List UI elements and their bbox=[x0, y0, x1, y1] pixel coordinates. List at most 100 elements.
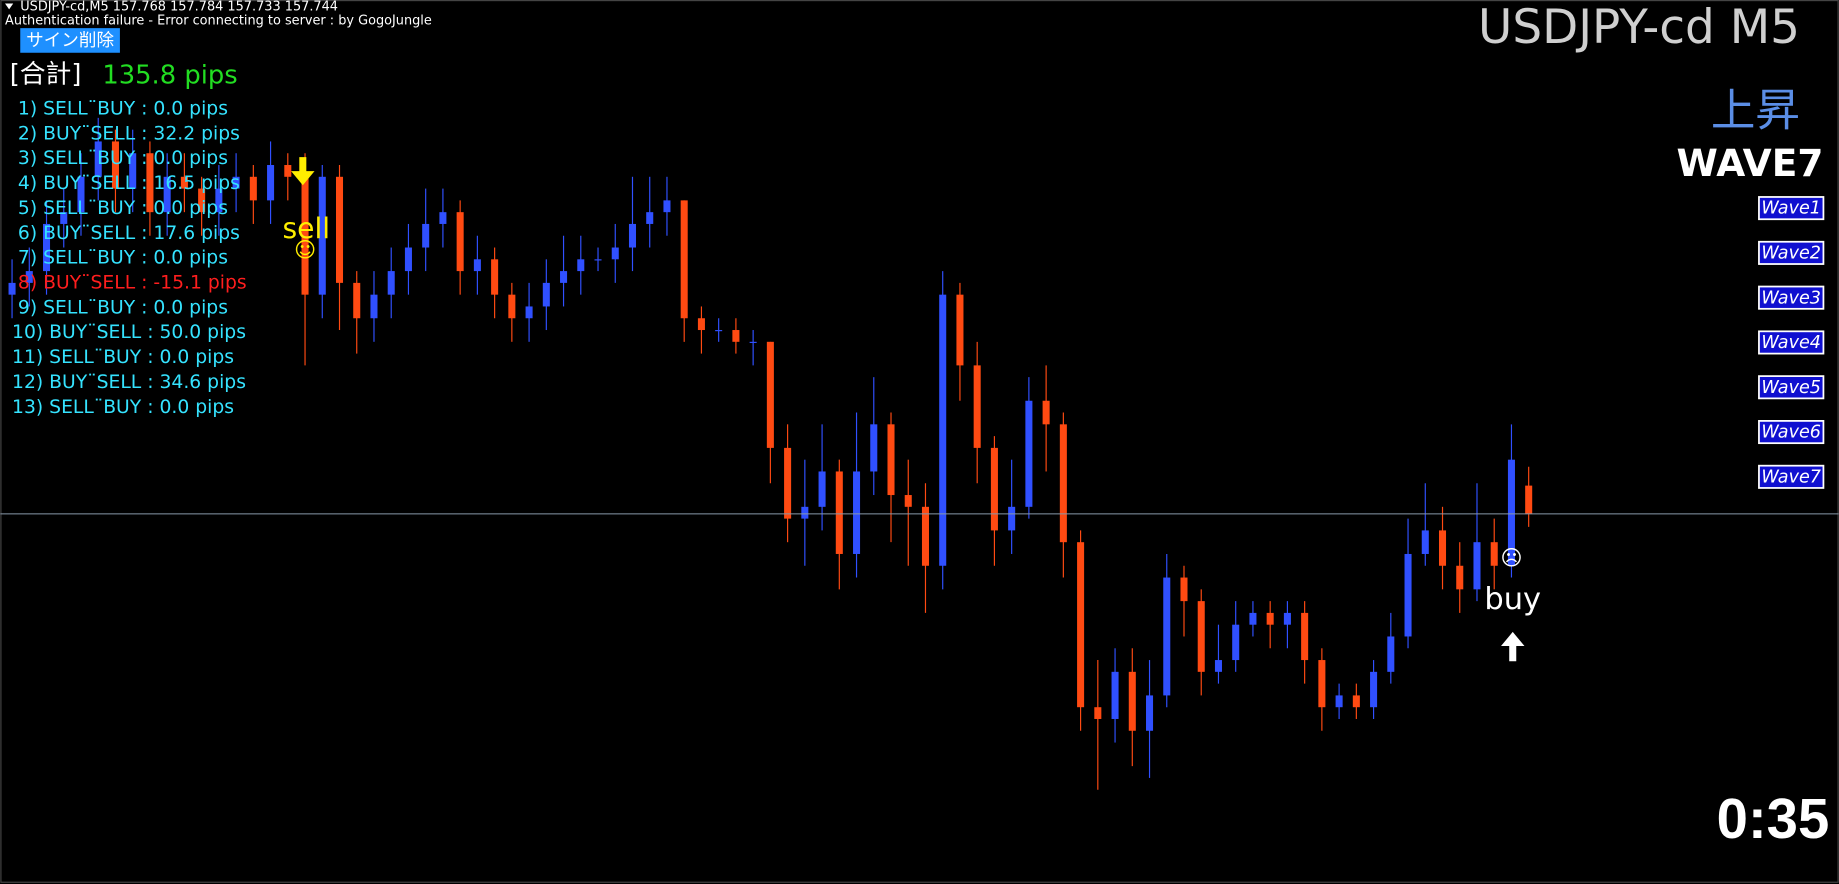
candle-body bbox=[1490, 542, 1498, 566]
sell-label: sell bbox=[283, 212, 331, 245]
candle-body bbox=[1370, 671, 1378, 708]
candles bbox=[0, 117, 1839, 790]
candle-body bbox=[904, 495, 912, 507]
candle-body bbox=[1283, 612, 1291, 625]
trade-entry: 13) SELL¨BUY : 0.0 pips bbox=[12, 397, 234, 418]
candle-body bbox=[542, 282, 550, 307]
wave-button-label[interactable]: Wave1 bbox=[1761, 199, 1821, 219]
candle-body bbox=[956, 294, 964, 366]
trade-entry: 11) SELL¨BUY : 0.0 pips bbox=[12, 347, 234, 368]
trade-entry: 10) BUY¨SELL : 50.0 pips bbox=[12, 322, 246, 343]
candle-body bbox=[198, 188, 206, 213]
wave-button-label[interactable]: Wave3 bbox=[1761, 288, 1821, 308]
header-status: Authentication failure - Error connectin… bbox=[5, 14, 432, 29]
wave-button[interactable] bbox=[1758, 375, 1825, 400]
wave-button-label[interactable]: Wave2 bbox=[1761, 243, 1821, 263]
candle-body bbox=[284, 165, 292, 177]
sell-arrow bbox=[291, 157, 315, 186]
candle-body bbox=[1094, 707, 1102, 719]
candle-body bbox=[1232, 624, 1240, 661]
panel-title: USDJPY-cd M5 bbox=[1478, 0, 1800, 55]
wave-label: WAVE7 bbox=[1677, 141, 1824, 185]
delete-sign-button[interactable] bbox=[20, 28, 120, 53]
collapse-icon bbox=[5, 3, 14, 10]
candle-body bbox=[1180, 577, 1188, 602]
candle-body bbox=[43, 223, 51, 272]
candle-body bbox=[697, 318, 705, 331]
candle-body bbox=[766, 341, 774, 448]
candle-body bbox=[887, 424, 895, 496]
wave-button[interactable] bbox=[1758, 285, 1825, 310]
candle-body bbox=[1404, 553, 1412, 637]
candle-body bbox=[525, 306, 533, 319]
candle-body bbox=[1507, 459, 1515, 566]
candle-body bbox=[990, 447, 998, 531]
trade-entry: 7) SELL¨BUY : 0.0 pips bbox=[18, 248, 228, 269]
candle-body bbox=[973, 365, 981, 448]
candle-body bbox=[439, 212, 447, 224]
candle-body bbox=[1249, 612, 1257, 625]
candle-body bbox=[335, 176, 344, 283]
trade-entry: 9) SELL¨BUY : 0.0 pips bbox=[18, 297, 228, 318]
candle-body bbox=[1146, 695, 1154, 731]
candle-body bbox=[232, 176, 240, 189]
wave-button-label[interactable]: Wave4 bbox=[1761, 333, 1821, 353]
total-label: [合計] bbox=[10, 60, 82, 90]
trade-list: 1) SELL¨BUY : 0.0 pips 2) BUY¨SELL : 32.2… bbox=[12, 99, 247, 418]
candle-body bbox=[1421, 530, 1429, 554]
candle-body bbox=[249, 176, 257, 201]
candle-body bbox=[1025, 400, 1033, 507]
delete-sign-label[interactable]: サイン削除 bbox=[26, 31, 114, 51]
candle-body bbox=[1042, 400, 1050, 425]
candle-body bbox=[1008, 506, 1016, 531]
candle-body bbox=[853, 471, 861, 554]
candle-body bbox=[1214, 660, 1222, 672]
candle-body bbox=[318, 176, 326, 295]
candle-body bbox=[370, 294, 378, 319]
trade-entry: 1) SELL¨BUY : 0.0 pips bbox=[18, 99, 228, 120]
timer: 0:35 bbox=[1717, 787, 1830, 850]
candle-body bbox=[628, 223, 637, 248]
candle-body bbox=[1318, 660, 1326, 708]
candle-body bbox=[387, 271, 395, 295]
candle-body bbox=[60, 212, 68, 224]
candle-body bbox=[577, 259, 585, 272]
wave-button-label[interactable]: Wave6 bbox=[1761, 423, 1821, 443]
candle-body bbox=[353, 282, 361, 319]
candle-body bbox=[801, 506, 809, 519]
candle-body bbox=[1456, 565, 1464, 590]
candle-body bbox=[473, 259, 481, 272]
wave-button-label[interactable]: Wave5 bbox=[1761, 378, 1821, 398]
wave-button-label[interactable]: Wave7 bbox=[1761, 467, 1821, 487]
wave-button[interactable] bbox=[1758, 464, 1825, 489]
buy-arrow bbox=[1501, 631, 1525, 662]
candle-body bbox=[818, 471, 826, 507]
candle-body bbox=[25, 271, 33, 283]
candle-body bbox=[111, 141, 119, 189]
trade-entry: 2) BUY¨SELL : 32.2 pips bbox=[18, 123, 240, 144]
candle-body bbox=[663, 200, 671, 213]
candle-body bbox=[129, 153, 137, 189]
candle-body bbox=[1111, 671, 1119, 719]
candle-body bbox=[456, 212, 464, 272]
candle-body bbox=[267, 165, 275, 201]
candle-body bbox=[94, 141, 102, 177]
wave-button[interactable] bbox=[1758, 420, 1825, 445]
candle-body bbox=[1438, 530, 1447, 566]
candle-body bbox=[508, 294, 516, 319]
candle-body bbox=[560, 271, 568, 283]
candle-body bbox=[1266, 612, 1274, 625]
trade-entry: 3) SELL¨BUY : 0.0 pips bbox=[18, 148, 228, 169]
candle-body bbox=[1525, 485, 1533, 514]
candle-body bbox=[1128, 671, 1136, 731]
wave-button[interactable] bbox=[1758, 240, 1825, 265]
header-symbol: USDJPY-cd,M5 157.768 157.784 157.733 157… bbox=[20, 0, 338, 15]
candle-body bbox=[491, 259, 499, 295]
wave-button[interactable] bbox=[1758, 196, 1825, 221]
wave-button[interactable] bbox=[1758, 330, 1825, 355]
candle-body bbox=[921, 506, 929, 566]
sell-face: ☺ bbox=[294, 237, 316, 262]
candle-body bbox=[1335, 695, 1343, 708]
